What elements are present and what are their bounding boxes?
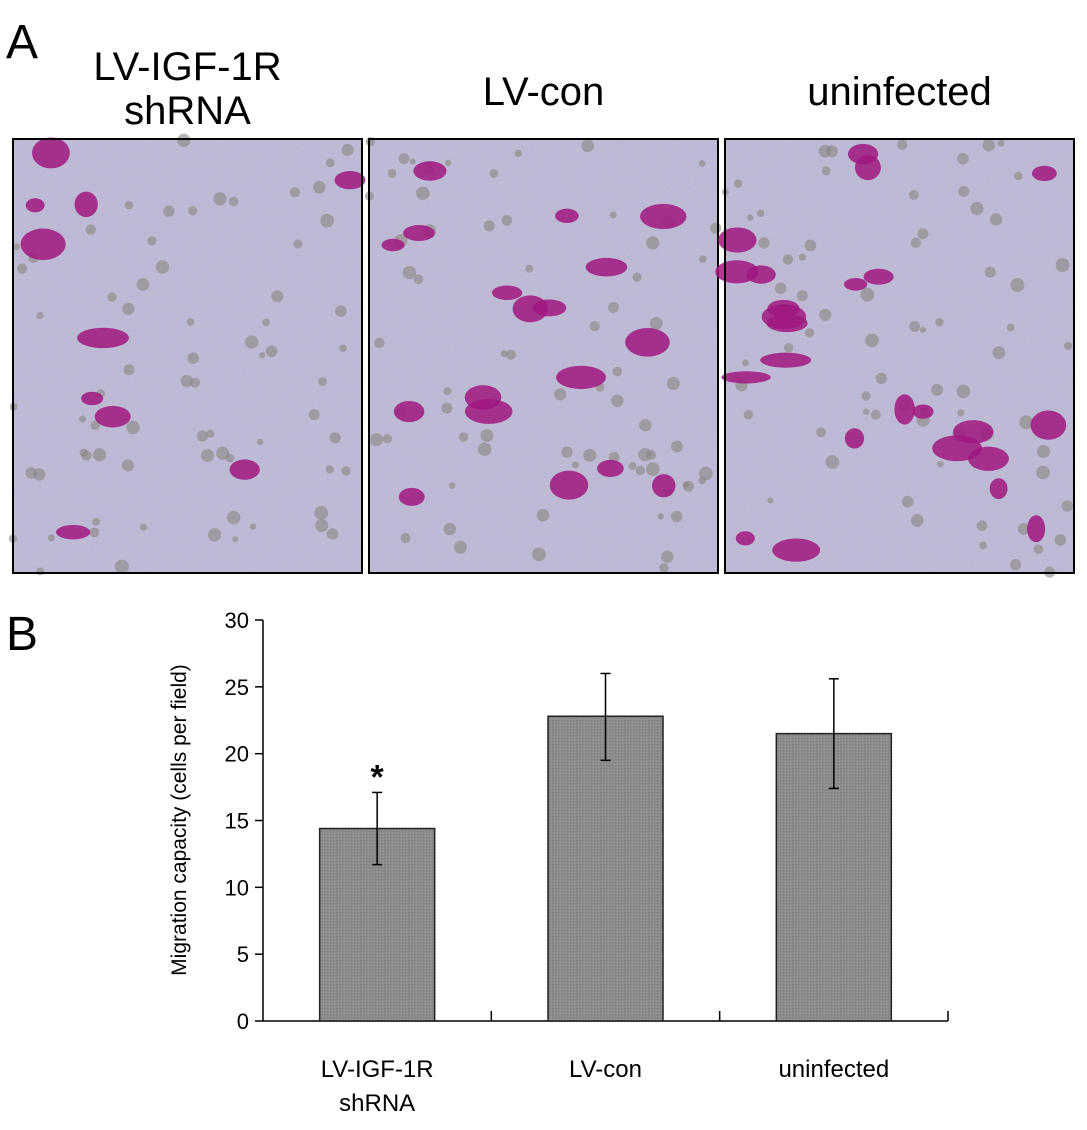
micrograph-2: LV-con — [364, 70, 722, 574]
bar — [547, 715, 664, 1022]
y-tick-label: 30 — [225, 608, 249, 633]
x-category-label: uninfected — [778, 1056, 889, 1083]
significance-marker: * — [371, 758, 385, 796]
column-title: shRNA — [124, 89, 251, 133]
y-tick-label: 25 — [225, 675, 249, 700]
y-tick-label: 15 — [225, 809, 249, 834]
panel-b-label: B — [6, 608, 38, 661]
y-tick-label: 5 — [237, 942, 249, 967]
y-tick-label: 20 — [225, 742, 249, 767]
column-title: LV-con — [483, 70, 605, 114]
y-axis-label: Migration capacity (cells per field) — [168, 664, 191, 976]
column-title: LV-IGF-1R — [93, 45, 281, 89]
bar-chart: 0 5 10 15 20 25 30 * LV-IGF-1R shRNA LV-con uninfec… — [168, 608, 949, 1117]
column-title: uninfected — [807, 70, 992, 114]
x-category-label: LV-IGF-1R — [321, 1056, 434, 1083]
x-category-label: shRNA — [339, 1090, 415, 1117]
panel-a-label: A — [6, 16, 38, 69]
y-tick-label: 10 — [225, 875, 249, 900]
micrograph-3: uninfected — [715, 70, 1075, 578]
y-tick-label: 0 — [237, 1009, 249, 1034]
x-category-label: LV-con — [569, 1056, 642, 1083]
